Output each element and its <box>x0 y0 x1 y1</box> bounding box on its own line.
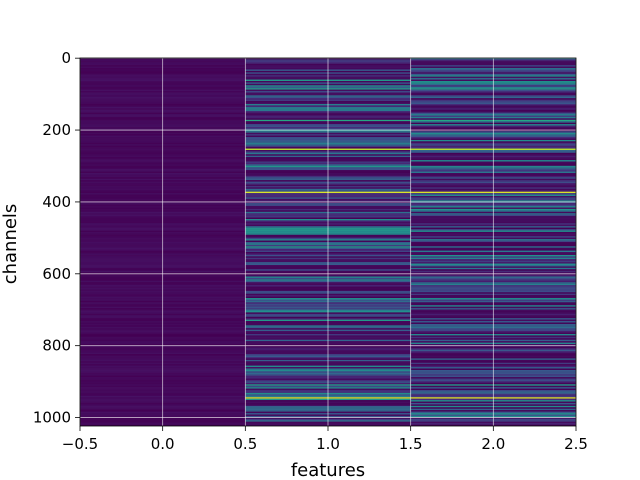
y-tick-label: 800 <box>42 337 71 355</box>
y-tick-label: 0 <box>61 49 71 67</box>
y-axis: 0 200 400 600 800 1000 <box>33 49 80 427</box>
x-tick-label: 2.0 <box>481 435 505 453</box>
x-tick-label: 1.5 <box>399 435 423 453</box>
y-tick-label: 200 <box>42 121 71 139</box>
x-axis-label: features <box>291 460 365 480</box>
x-axis: −0.5 0.0 0.5 1.0 1.5 2.0 2.5 <box>62 426 588 453</box>
y-axis-label: channels <box>0 204 21 285</box>
y-tick-label: 400 <box>42 193 71 211</box>
x-tick-label: 2.5 <box>564 435 588 453</box>
x-tick-label: 0.5 <box>233 435 257 453</box>
y-tick-label: 1000 <box>33 409 71 427</box>
x-tick-label: 0.0 <box>151 435 175 453</box>
y-tick-label: 600 <box>42 265 71 283</box>
x-tick-label: 1.0 <box>316 435 340 453</box>
plot-area <box>79 57 577 427</box>
x-tick-label: −0.5 <box>62 435 98 453</box>
